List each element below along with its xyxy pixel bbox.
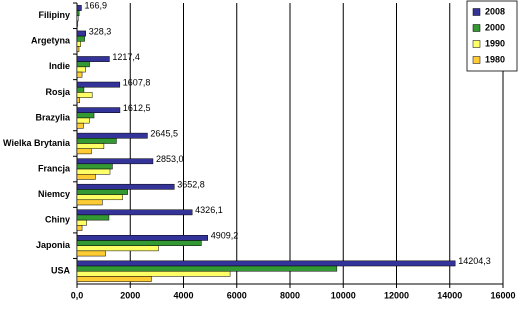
y-tick-label: Indie <box>49 61 70 71</box>
bar <box>76 143 105 149</box>
bar <box>76 138 117 144</box>
bar <box>76 183 175 190</box>
x-tick-label: 16000 <box>490 290 515 300</box>
value-label: 166,9 <box>84 1 107 11</box>
bar <box>76 117 90 124</box>
bar <box>76 30 86 37</box>
bar <box>76 168 111 175</box>
bar <box>76 250 106 257</box>
bar <box>76 265 338 272</box>
value-label: 1607,8 <box>123 77 151 87</box>
legend-swatch <box>472 40 481 48</box>
bar <box>76 81 121 88</box>
x-tick-label: 14000 <box>437 290 462 300</box>
y-tick-label: Wielka Brytania <box>3 138 71 148</box>
legend-swatch <box>472 56 481 64</box>
bar <box>76 225 83 231</box>
bar <box>76 219 87 226</box>
bar <box>76 163 113 170</box>
bar <box>76 5 82 11</box>
bar <box>76 15 79 22</box>
value-label: 2645,5 <box>150 128 178 138</box>
legend-label: 1980 <box>485 54 505 64</box>
bar <box>76 112 95 119</box>
bar <box>76 46 80 52</box>
bar <box>76 71 83 78</box>
bar <box>76 240 202 246</box>
x-tick-label: 8000 <box>280 290 300 300</box>
bar <box>76 148 92 155</box>
bar <box>76 35 85 42</box>
bar <box>76 245 159 252</box>
legend-label: 2008 <box>485 6 505 16</box>
legend-swatch <box>472 8 481 16</box>
legend-swatch <box>472 24 481 32</box>
value-label: 328,3 <box>89 26 112 36</box>
value-label: 3652,8 <box>177 180 205 190</box>
y-tick-label: Argetyna <box>31 36 71 46</box>
x-tick-label: 10000 <box>331 290 356 300</box>
bar <box>76 158 154 165</box>
y-tick-label: Filipiny <box>39 10 71 20</box>
bar <box>76 97 80 104</box>
bar <box>76 20 79 27</box>
bar <box>76 107 121 114</box>
x-tick-label: 4000 <box>173 290 193 300</box>
value-label: 4326,1 <box>195 205 223 215</box>
bar <box>76 86 85 93</box>
bar <box>76 214 110 221</box>
x-tick-label: 6000 <box>227 290 247 300</box>
bar <box>76 194 123 201</box>
y-tick-label: Rosja <box>45 87 71 97</box>
y-tick-label: Niemcy <box>38 189 70 199</box>
y-tick-label: Chiny <box>45 215 70 225</box>
bar <box>76 41 81 47</box>
bar <box>76 92 93 98</box>
bar <box>76 122 84 129</box>
legend-label: 1990 <box>485 38 505 48</box>
value-label: 4909,2 <box>211 231 239 241</box>
legend-label: 2000 <box>485 22 505 32</box>
bar <box>76 189 128 195</box>
bar <box>76 173 96 180</box>
bar <box>76 235 208 241</box>
y-tick-label: USA <box>51 266 71 276</box>
y-tick-label: Francja <box>38 163 71 173</box>
bar <box>76 209 193 216</box>
value-label: 2853,0 <box>156 154 184 164</box>
value-label: 1217,4 <box>112 52 140 62</box>
value-label: 14204,3 <box>458 256 491 266</box>
bar <box>76 199 103 206</box>
bar <box>76 132 148 139</box>
bar <box>76 276 152 282</box>
bar <box>76 10 80 17</box>
bar <box>76 56 110 62</box>
bar <box>76 61 90 68</box>
bar <box>76 270 231 277</box>
value-label: 1612,5 <box>123 103 151 113</box>
y-tick-label: Japonia <box>36 240 71 250</box>
bar <box>76 66 86 73</box>
x-tick-label: 0,0 <box>71 290 84 300</box>
y-tick-label: Brazylia <box>35 112 71 122</box>
bar <box>76 260 456 267</box>
x-tick-label: 12000 <box>384 290 409 300</box>
x-tick-label: 2000 <box>120 290 140 300</box>
